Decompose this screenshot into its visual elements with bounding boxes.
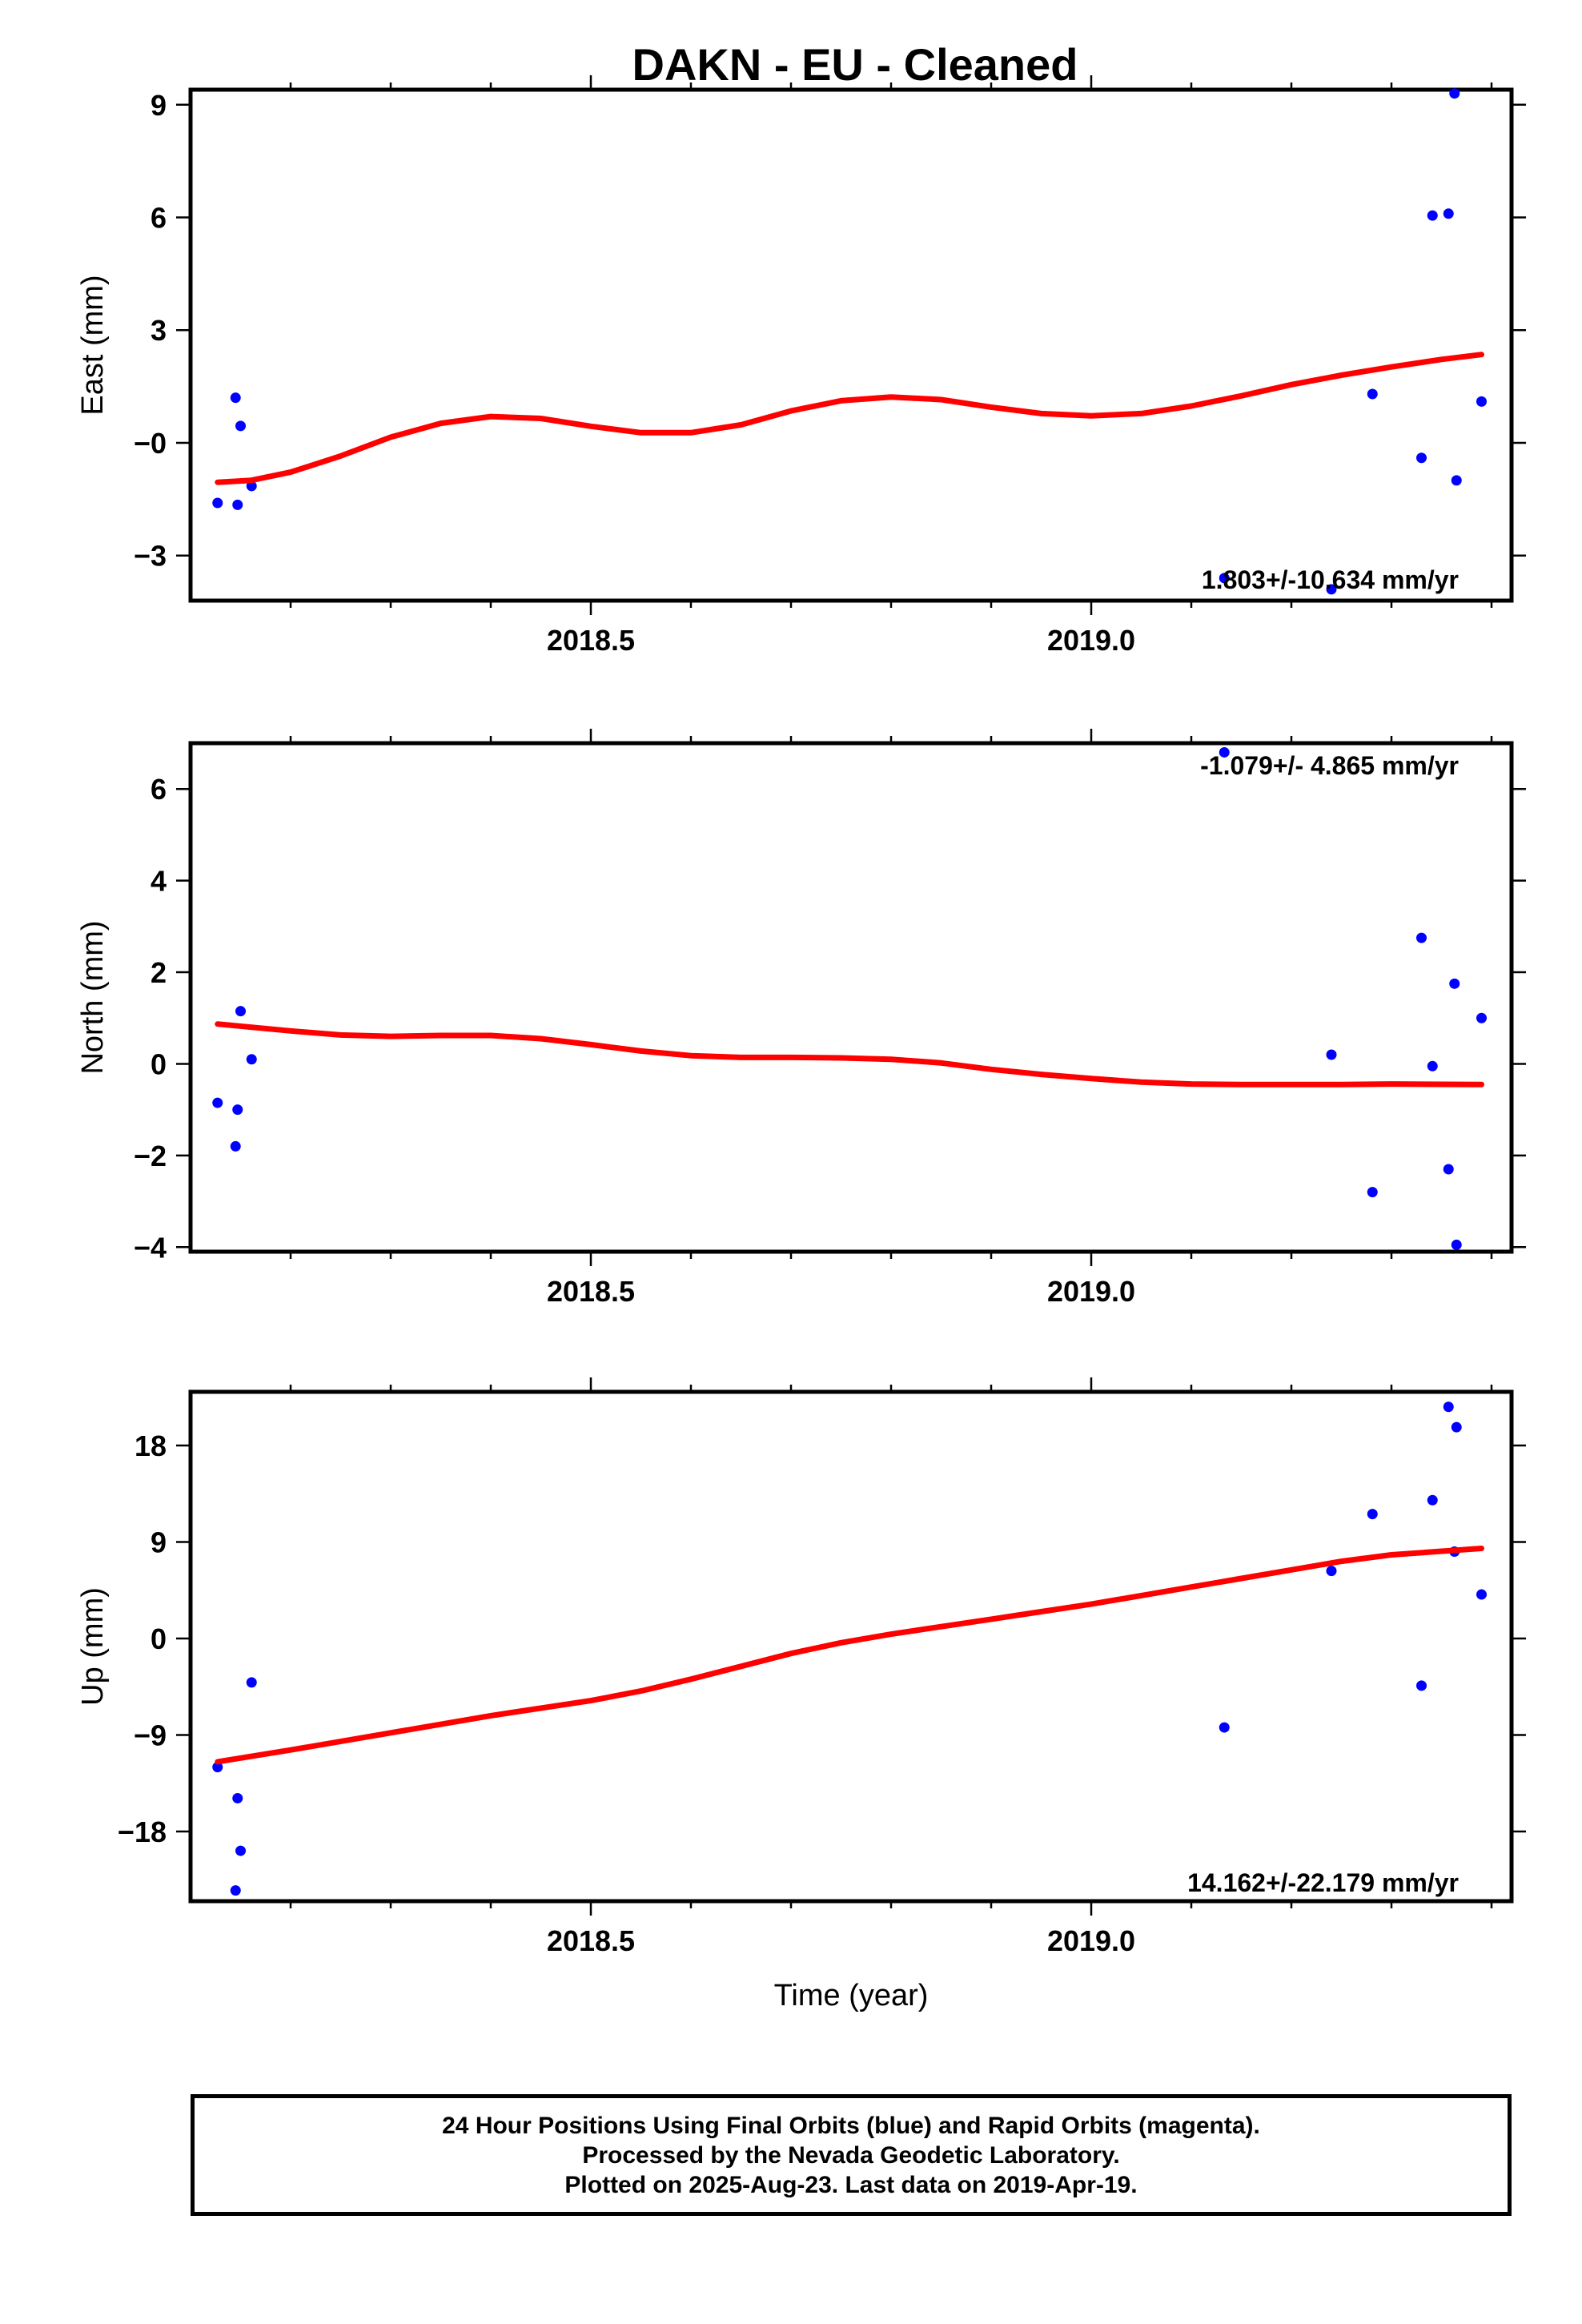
y-tick-label: −18 bbox=[118, 1815, 167, 1848]
velocity-label: 14.162+/-22.179 mm/yr bbox=[1187, 1868, 1459, 1897]
data-point bbox=[230, 392, 241, 404]
data-point bbox=[1427, 1494, 1438, 1506]
data-point bbox=[1416, 1680, 1427, 1691]
plot-frame bbox=[188, 87, 1514, 603]
data-point bbox=[230, 1885, 241, 1896]
data-point bbox=[235, 1006, 246, 1017]
footer-box: 24 Hour Positions Using Final Orbits (bl… bbox=[191, 2094, 1512, 2216]
velocity-label: 1.803+/-10.634 mm/yr bbox=[1202, 565, 1459, 594]
data-point bbox=[235, 420, 246, 432]
y-tick-label: 2 bbox=[151, 956, 167, 989]
data-point bbox=[1219, 746, 1230, 758]
data-point bbox=[1443, 1401, 1454, 1413]
trend-line bbox=[215, 352, 1484, 485]
plot-frame bbox=[188, 1389, 1514, 1904]
data-point bbox=[1219, 573, 1230, 584]
data-point bbox=[1427, 1060, 1438, 1072]
y-axis-label: Up (mm) bbox=[76, 1587, 110, 1706]
y-tick-label: −3 bbox=[134, 540, 167, 573]
panel-north: 2018.5 2019.0 −4 −2 0 2 4 6 North (mm) -1.079+/- … bbox=[76, 729, 1526, 1308]
data-point bbox=[1451, 1239, 1462, 1250]
panel-east: 2018.5 2019.0 −3 −0 3 6 9 East (mm) 1.803+/-10.6… bbox=[76, 75, 1526, 657]
data-point bbox=[232, 1792, 243, 1803]
data-point bbox=[1443, 1164, 1454, 1175]
data-point bbox=[1449, 978, 1460, 989]
y-axis-label: East (mm) bbox=[76, 275, 110, 415]
data-point bbox=[1449, 88, 1460, 99]
data-point bbox=[1476, 396, 1487, 407]
plot-frame bbox=[188, 741, 1514, 1254]
y-tick-label: −0 bbox=[134, 427, 167, 460]
data-point bbox=[1367, 388, 1378, 400]
y-tick-label: 6 bbox=[151, 773, 167, 806]
footer-line-1: 24 Hour Positions Using Final Orbits (bl… bbox=[442, 2112, 1260, 2139]
data-point bbox=[1326, 1566, 1337, 1577]
x-tick-label: 2018.5 bbox=[547, 1924, 635, 1957]
data-point bbox=[232, 1104, 243, 1116]
footer-line-2: Processed by the Nevada Geodetic Laborat… bbox=[582, 2141, 1120, 2169]
x-tick-label: 2019.0 bbox=[1047, 624, 1135, 657]
y-tick-label: 9 bbox=[151, 89, 167, 122]
data-point bbox=[1416, 452, 1427, 464]
y-tick-label: −2 bbox=[134, 1140, 167, 1172]
trend-line bbox=[215, 1021, 1484, 1088]
data-point bbox=[212, 497, 223, 509]
data-point bbox=[246, 1054, 257, 1065]
data-point bbox=[1476, 1589, 1487, 1600]
data-point bbox=[1367, 1187, 1378, 1198]
x-tick-label: 2019.0 bbox=[1047, 1924, 1135, 1957]
y-axis-label: North (mm) bbox=[76, 920, 110, 1074]
data-point bbox=[1476, 1012, 1487, 1023]
y-tick-label: 6 bbox=[151, 202, 167, 235]
data-point bbox=[246, 480, 257, 492]
data-point bbox=[235, 1845, 246, 1856]
y-tick-label: 0 bbox=[151, 1047, 167, 1080]
x-tick-label: 2018.5 bbox=[547, 1275, 635, 1308]
data-point bbox=[1326, 584, 1337, 595]
data-point bbox=[1451, 1421, 1462, 1433]
data-point bbox=[230, 1140, 241, 1152]
data-point bbox=[1219, 1722, 1230, 1733]
y-tick-label: 3 bbox=[151, 314, 167, 347]
y-tick-label: −4 bbox=[134, 1231, 167, 1264]
velocity-label: -1.079+/- 4.865 mm/yr bbox=[1200, 751, 1459, 780]
x-tick-label: 2019.0 bbox=[1047, 1275, 1135, 1308]
data-point bbox=[1326, 1049, 1337, 1060]
x-tick-label: 2018.5 bbox=[547, 624, 635, 657]
data-point bbox=[1416, 932, 1427, 943]
y-tick-label: 4 bbox=[151, 865, 167, 898]
x-axis-label: Time (year) bbox=[774, 1979, 929, 2012]
data-point bbox=[212, 1762, 223, 1773]
y-tick-label: −9 bbox=[134, 1719, 167, 1751]
footer-line-3: Plotted on 2025-Aug-23. Last data on 201… bbox=[564, 2171, 1138, 2198]
y-tick-label: 18 bbox=[135, 1429, 167, 1462]
y-tick-label: 0 bbox=[151, 1622, 167, 1655]
data-point bbox=[212, 1097, 223, 1108]
data-point bbox=[1367, 1509, 1378, 1520]
data-point bbox=[1427, 210, 1438, 221]
trend-line bbox=[215, 1546, 1484, 1765]
y-tick-label: 9 bbox=[151, 1526, 167, 1558]
chart-title: DAKN - EU - Cleaned bbox=[632, 39, 1078, 90]
panel-up: 2018.5 2019.0 −18 −9 0 9 18 Up (mm) Time (year) 1… bbox=[76, 1377, 1526, 2012]
data-point bbox=[246, 1677, 257, 1688]
data-point bbox=[1451, 475, 1462, 486]
data-point bbox=[1443, 208, 1454, 219]
data-point bbox=[232, 499, 243, 510]
